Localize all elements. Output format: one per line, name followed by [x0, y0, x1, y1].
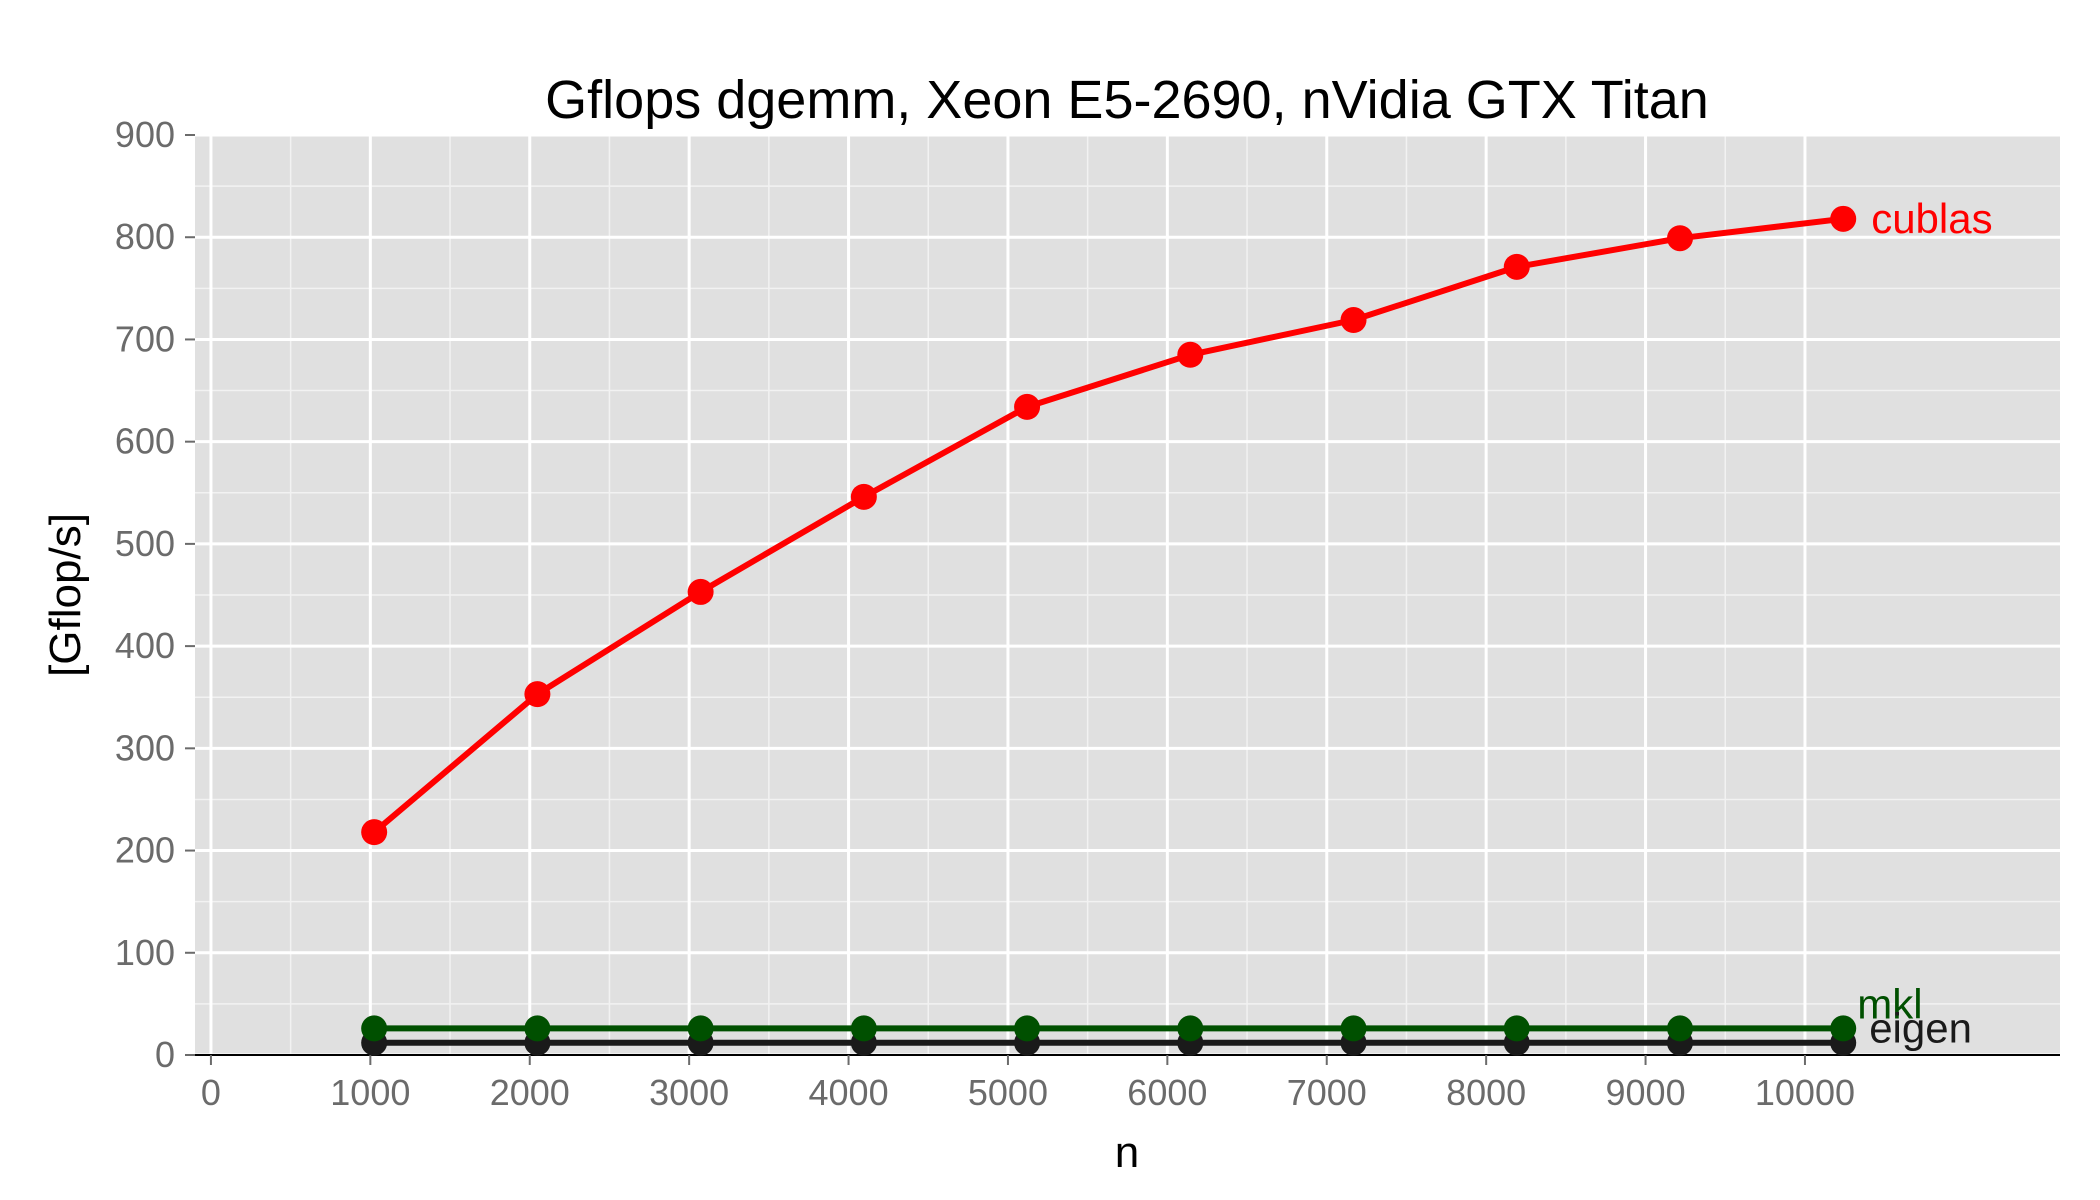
data-point-cublas	[1340, 307, 1367, 334]
data-point-cublas	[850, 483, 877, 510]
data-point-mkl	[1503, 1015, 1530, 1042]
data-point-cublas	[1177, 341, 1204, 368]
y-tick-label: 500	[115, 523, 175, 564]
data-point-mkl	[1177, 1015, 1204, 1042]
series-line-cublas	[372, 215, 1844, 835]
x-tick-label: 7000	[1287, 1072, 1367, 1113]
data-point-mkl	[1830, 1015, 1857, 1042]
data-point-cublas	[687, 578, 714, 605]
x-tick-label: 4000	[809, 1072, 889, 1113]
series-label-eigen: eigen	[1869, 1005, 1972, 1052]
data-point-mkl	[361, 1015, 388, 1042]
x-tick-label: 0	[201, 1072, 221, 1113]
y-tick-label: 400	[115, 625, 175, 666]
y-tick-label: 200	[115, 830, 175, 871]
y-tick-label: 300	[115, 727, 175, 768]
y-tick-label: 900	[115, 114, 175, 155]
x-tick-label: 8000	[1446, 1072, 1526, 1113]
y-axis-title: [Gflop/s]	[41, 513, 90, 677]
data-point-mkl	[687, 1015, 714, 1042]
data-point-cublas	[1666, 225, 1693, 252]
data-point-cublas	[1503, 253, 1530, 280]
x-tick-label: 5000	[968, 1072, 1048, 1113]
x-axis-title: n	[1115, 1128, 1139, 1177]
y-tick-label: 600	[115, 421, 175, 462]
minor-gridlines	[195, 135, 2060, 1055]
x-axis: 0 1000 2000 3000 4000 5000 6000 7000 8000 9000 100…	[201, 1055, 1855, 1113]
series-label-mkl: mkl	[1857, 980, 1922, 1027]
y-tick-label: 800	[115, 216, 175, 257]
data-point-cublas	[361, 819, 388, 846]
y-tick-label: 700	[115, 318, 175, 359]
series-label-cublas: cublas	[1871, 195, 1992, 242]
data-point-cublas	[524, 681, 551, 708]
y-axis: 0 100 200 300 400 500 600 700 800 900	[115, 114, 195, 1075]
y-tick-label: 100	[115, 932, 175, 973]
y-tick-label: 0	[155, 1034, 175, 1075]
x-tick-label: 9000	[1606, 1072, 1686, 1113]
data-point-cublas	[1014, 393, 1041, 420]
x-tick-label: 6000	[1127, 1072, 1207, 1113]
x-tick-label: 3000	[649, 1072, 729, 1113]
data-point-cublas	[1830, 205, 1857, 232]
data-point-mkl	[1340, 1015, 1367, 1042]
data-point-mkl	[1666, 1015, 1693, 1042]
x-tick-label: 2000	[490, 1072, 570, 1113]
x-tick-label: 10000	[1755, 1072, 1855, 1113]
data-point-mkl	[850, 1015, 877, 1042]
data-point-mkl	[524, 1015, 551, 1042]
data-point-mkl	[1014, 1015, 1041, 1042]
x-tick-label: 1000	[330, 1072, 410, 1113]
chart-title: Gflops dgemm, Xeon E5-2690, nVidia GTX T…	[545, 70, 1709, 130]
